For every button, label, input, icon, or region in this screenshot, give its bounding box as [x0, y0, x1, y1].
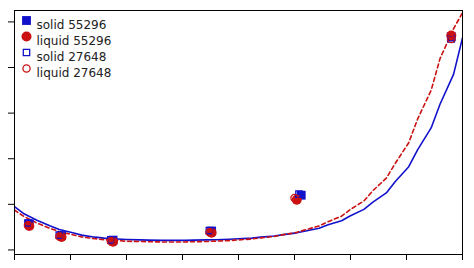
svg-text:liquid 27648: liquid 27648 [37, 66, 112, 80]
svg-text:solid 55296: solid 55296 [37, 18, 107, 32]
svg-text:solid 27648: solid 27648 [37, 50, 107, 64]
svg-text:liquid 55296: liquid 55296 [37, 34, 112, 48]
